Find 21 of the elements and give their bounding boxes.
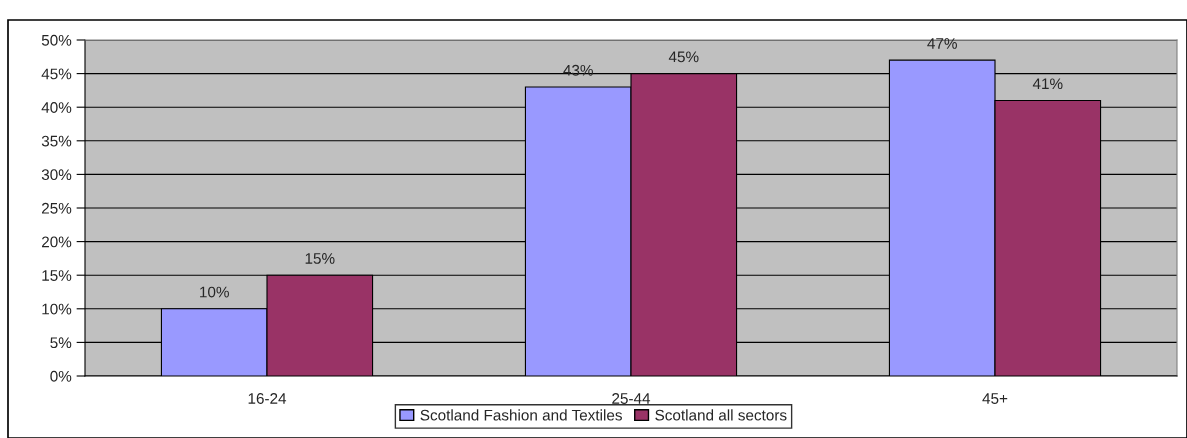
data-label: 41%: [1032, 78, 1063, 90]
data-label: 15%: [305, 253, 335, 264]
y-tick-label: 10%: [42, 303, 72, 315]
y-tick-label: 50%: [41, 34, 72, 46]
y-tick-label: 0%: [50, 370, 72, 382]
legend-label: Scotland Fashion and Textiles: [420, 409, 622, 421]
y-tick-label: 5%: [50, 337, 72, 349]
legend-label: Scotland all sectors: [655, 409, 787, 421]
x-tick-label: 16-24: [248, 393, 287, 404]
data-label: 47%: [927, 38, 957, 49]
y-tick-label: 45%: [41, 68, 72, 80]
y-tick-label: 20%: [42, 236, 72, 248]
y-tick-label: 15%: [42, 270, 72, 281]
y-tick-label: 40%: [41, 102, 72, 113]
y-tick-label: 25%: [42, 202, 72, 214]
y-tick-label: 35%: [41, 135, 72, 147]
data-label: 10%: [200, 286, 229, 298]
data-label: 45%: [668, 51, 699, 63]
x-tick-label: 45+: [982, 393, 1008, 404]
y-tick-label: 30%: [41, 169, 72, 181]
x-tick-label: 25-44: [612, 393, 651, 404]
